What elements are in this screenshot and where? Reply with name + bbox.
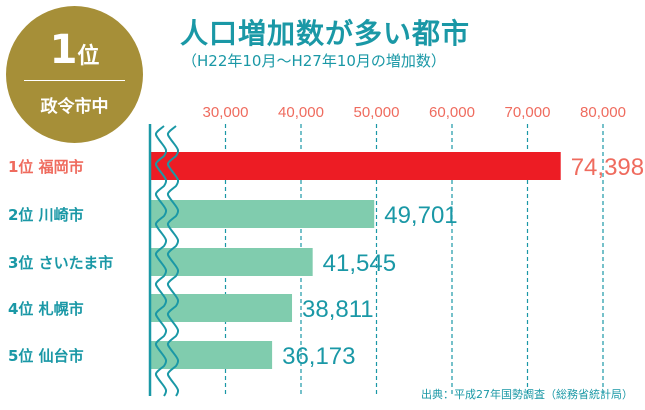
value-label: 36,173 bbox=[282, 343, 355, 370]
category-label: 3位 さいたま市 bbox=[8, 254, 113, 272]
x-tick-label: 60,000 bbox=[429, 104, 475, 121]
badge-category: 政令市中 bbox=[40, 97, 109, 117]
badge-divider bbox=[24, 80, 125, 81]
bar bbox=[150, 294, 293, 322]
badge-rank: 1位 bbox=[6, 28, 143, 79]
bar bbox=[150, 200, 375, 228]
value-label: 41,545 bbox=[323, 250, 396, 277]
x-tick-label: 40,000 bbox=[278, 104, 324, 121]
axis-break-icon bbox=[166, 125, 180, 397]
badge-rank-number: 1 bbox=[49, 27, 78, 73]
badge-rank-suffix: 位 bbox=[77, 44, 100, 69]
chart-subtitle: （H22年10月～H27年10月の増加数） bbox=[182, 52, 446, 70]
source-note: 出典：平成27年国勢調査（総務省統計局） bbox=[421, 388, 633, 401]
x-tick-label: 30,000 bbox=[203, 104, 249, 121]
axis-break-icon bbox=[154, 125, 168, 397]
x-tick-label: 80,000 bbox=[580, 104, 626, 121]
x-tick-label: 50,000 bbox=[354, 104, 400, 121]
bar bbox=[150, 248, 313, 276]
value-label: 74,398 bbox=[571, 154, 644, 181]
value-label: 49,701 bbox=[384, 202, 457, 229]
value-label: 38,811 bbox=[302, 296, 374, 323]
bar bbox=[150, 152, 561, 180]
category-label: 1位 福岡市 bbox=[8, 158, 84, 176]
category-label: 2位 川崎市 bbox=[8, 206, 84, 224]
x-tick-label: 70,000 bbox=[505, 104, 551, 121]
category-label: 5位 仙台市 bbox=[8, 347, 84, 365]
category-label: 4位 札幌市 bbox=[8, 300, 84, 318]
bar bbox=[150, 341, 273, 369]
rank-badge: 1位 政令市中 bbox=[6, 6, 143, 143]
chart-title: 人口増加数が多い都市 bbox=[180, 17, 471, 50]
